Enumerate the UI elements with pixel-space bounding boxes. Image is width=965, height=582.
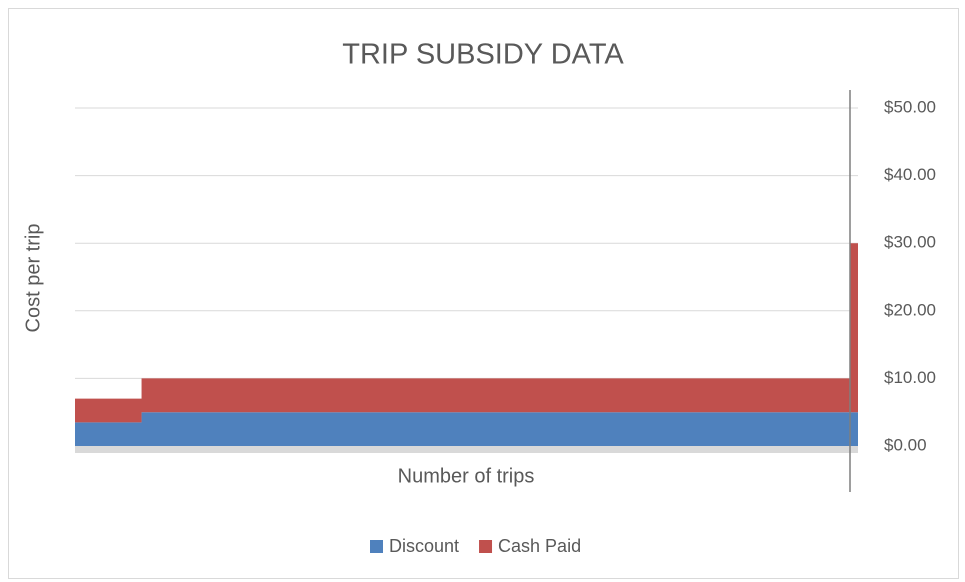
legend-swatch bbox=[479, 540, 493, 553]
y-tick-label: $20.00 bbox=[884, 300, 936, 319]
y-axis-title: Cost per trip bbox=[22, 224, 44, 333]
area bbox=[75, 412, 858, 446]
y-tick-label: $50.00 bbox=[884, 97, 936, 116]
chart-frame bbox=[8, 8, 959, 579]
area bbox=[75, 243, 858, 423]
x-axis-title: Number of trips bbox=[398, 465, 535, 487]
y-tick-label: $0.00 bbox=[884, 435, 927, 454]
legend-swatch bbox=[370, 540, 383, 553]
legend-label: Cash Paid bbox=[498, 536, 581, 556]
chart-title: TRIP SUBSIDY DATA bbox=[342, 39, 624, 71]
y-tick-label: $10.00 bbox=[884, 368, 936, 387]
y-tick-label: $40.00 bbox=[884, 165, 936, 184]
x-axis-band bbox=[75, 446, 858, 453]
y-tick-label: $30.00 bbox=[884, 233, 936, 252]
legend-label: Discount bbox=[389, 536, 459, 556]
